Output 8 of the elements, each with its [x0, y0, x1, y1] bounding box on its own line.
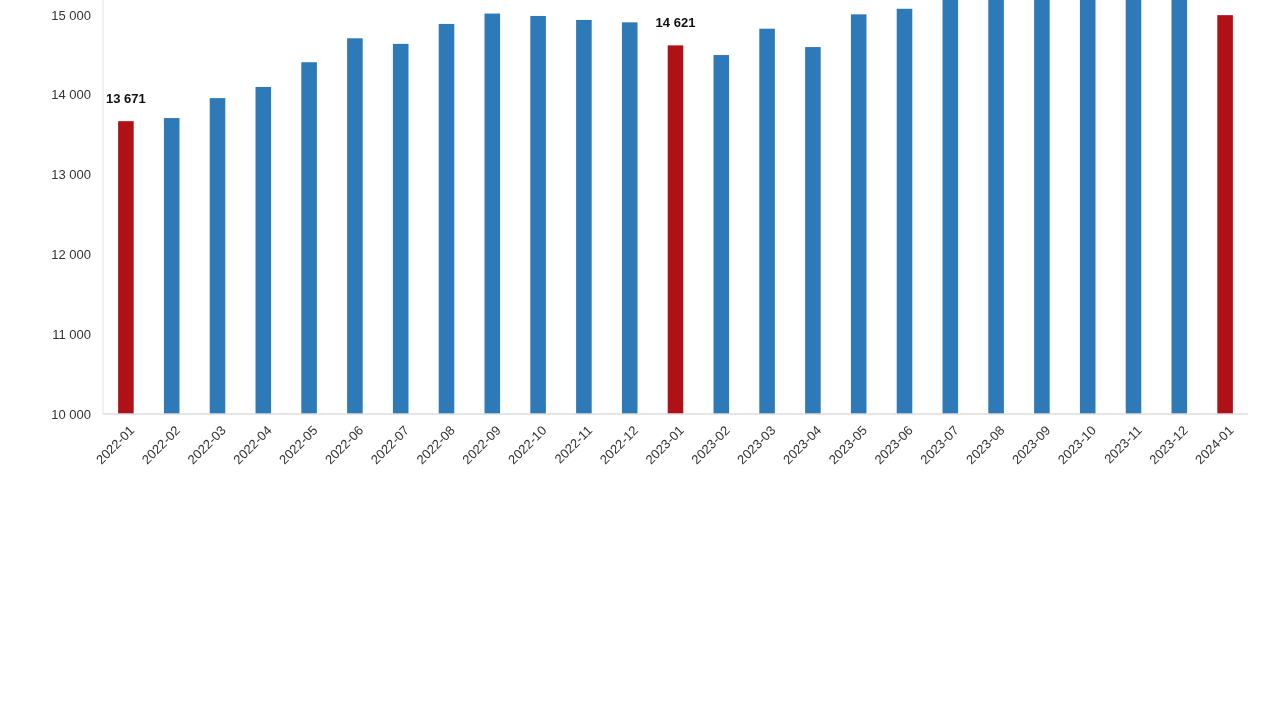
y-tick-label: 12 000	[51, 247, 91, 263]
data-label: 14 621	[655, 15, 696, 31]
y-tick-label: 11 000	[52, 326, 91, 342]
y-tick-label: 13 000	[51, 167, 91, 183]
data-label: 13 671	[106, 91, 146, 107]
y-tick-label: 10 000	[51, 406, 91, 422]
y-tick-label: 15 000	[51, 7, 91, 23]
y-tick-label: 14 000	[51, 87, 91, 103]
